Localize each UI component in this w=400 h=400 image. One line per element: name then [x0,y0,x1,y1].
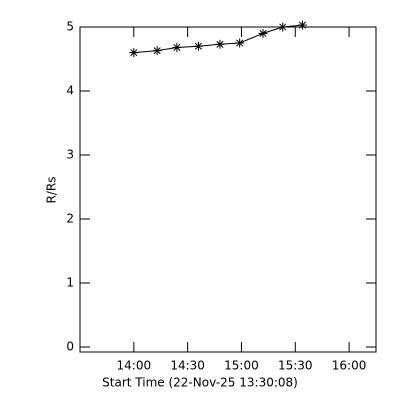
x-tick-label: 16:00 [332,359,367,373]
marker-stroke [194,42,202,50]
y-axis-label: R/Rs [45,177,59,204]
point [129,48,139,58]
y-tick-label: 3 [66,148,74,162]
y-tick-label: 5 [66,20,74,34]
marker-stroke [130,49,138,57]
y-tick-label: 0 [66,340,74,354]
point [172,42,182,52]
point [278,22,288,32]
y-tick-label: 1 [66,276,74,290]
x-tick-label: 14:30 [170,359,205,373]
point [215,39,225,49]
x-axis-label: Start Time (22-Nov-25 13:30:08) [102,376,298,390]
point [297,20,307,30]
y-tick-label: 2 [66,212,74,226]
point [193,41,203,51]
x-tick-label: 15:30 [278,359,313,373]
marker-stroke [153,47,161,55]
marker-stroke [173,43,181,52]
marker-stroke [236,39,244,47]
marker-stroke [216,40,224,48]
marker-stroke [298,21,306,29]
point [152,46,162,56]
x-tick-label: 14:00 [117,359,152,373]
marker-stroke [259,29,267,37]
marker-stroke [279,23,287,31]
x-tick-label: 15:00 [224,359,259,373]
point [235,38,245,48]
y-tick-label: 4 [66,84,74,98]
plot-frame [79,26,377,353]
point [258,28,268,38]
